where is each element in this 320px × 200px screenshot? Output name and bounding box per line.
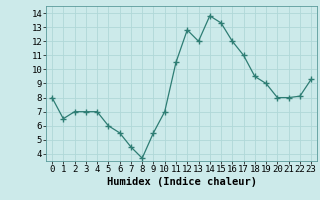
X-axis label: Humidex (Indice chaleur): Humidex (Indice chaleur) xyxy=(107,177,257,187)
